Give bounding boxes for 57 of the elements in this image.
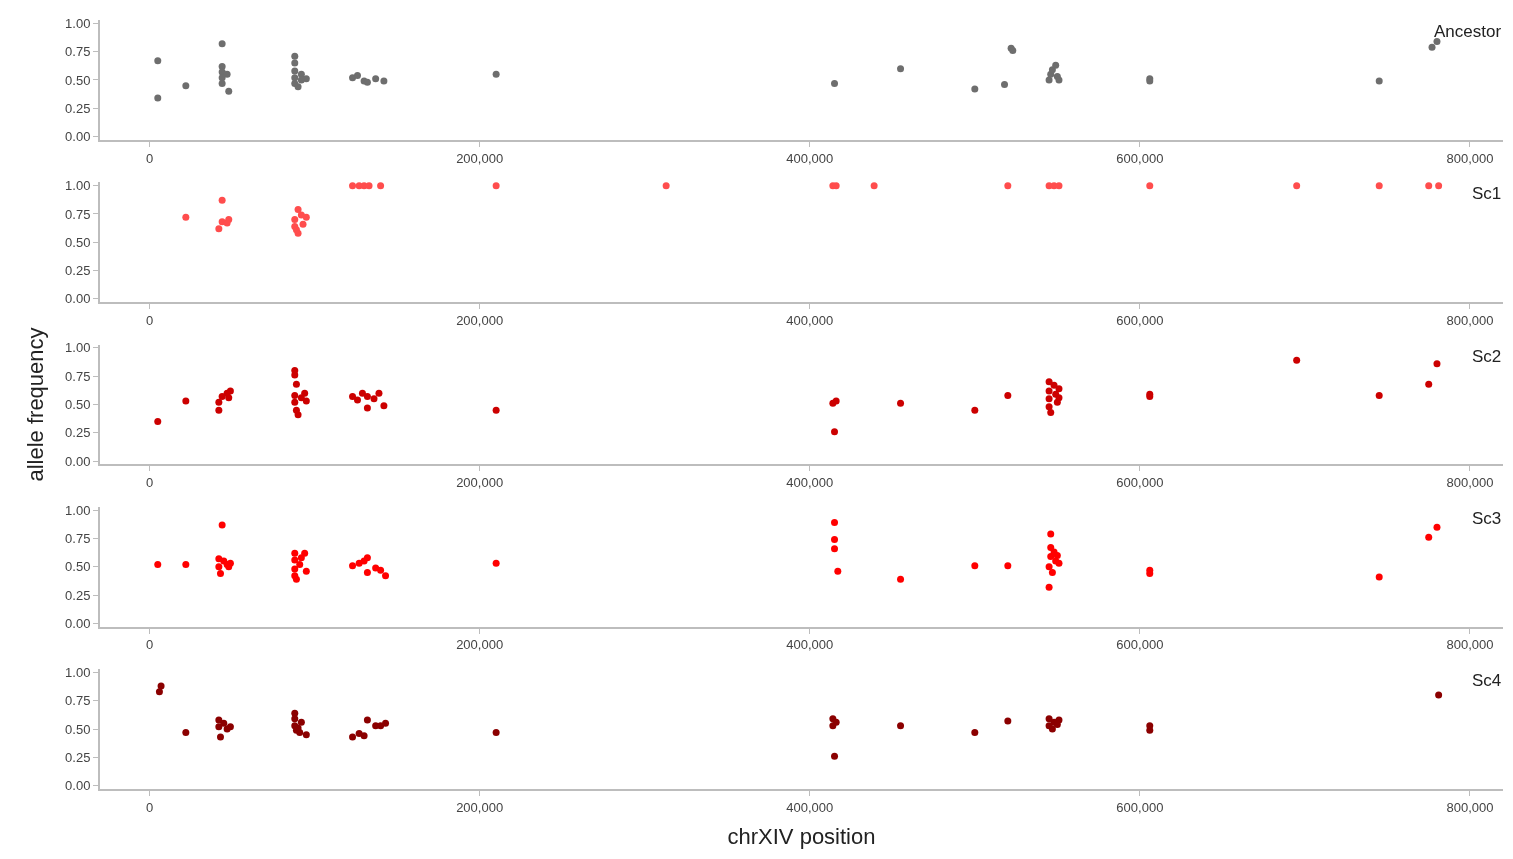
y-tick-label: 0.50 <box>65 234 91 250</box>
y-tick-label: 0.25 <box>65 587 91 603</box>
y-tick-label: 1.00 <box>65 664 91 680</box>
series-label: Sc4 <box>1472 671 1502 690</box>
series-label: Ancestor <box>1434 22 1502 41</box>
y-tick-label: 0.25 <box>65 263 91 279</box>
series-label: Sc1 <box>1472 184 1502 203</box>
y-tick-label: 1.00 <box>65 340 91 356</box>
y-tick-label: 0.50 <box>65 72 91 88</box>
y-tick-label: 0.75 <box>65 693 91 709</box>
series-label: Sc2 <box>1472 347 1502 366</box>
x-tick-label: 400,000 <box>786 312 834 328</box>
x-tick-label: 600,000 <box>1116 799 1164 815</box>
y-tick-label: 1.00 <box>65 502 91 518</box>
y-tick-label: 0.75 <box>65 368 91 384</box>
y-tick-label: 0.75 <box>65 206 91 222</box>
y-tick-label: 0.75 <box>65 531 91 547</box>
y-tick-label: 0.00 <box>65 453 91 469</box>
x-tick-label: 0 <box>145 799 154 815</box>
x-tick-label: 400,000 <box>786 637 834 653</box>
x-tick-label: 800,000 <box>1446 475 1494 491</box>
x-tick-label: 0 <box>145 312 154 328</box>
x-tick-label: 800,000 <box>1446 312 1494 328</box>
x-tick-label: 600,000 <box>1116 475 1164 491</box>
y-tick-label: 0.75 <box>65 44 91 60</box>
y-tick-label: 1.00 <box>65 178 91 194</box>
x-tick-label: 400,000 <box>786 799 834 815</box>
y-axis-title: allele frequency <box>23 327 49 482</box>
x-tick-label: 200,000 <box>456 312 504 328</box>
x-tick-label: 800,000 <box>1446 637 1494 653</box>
y-tick-label: 1.00 <box>65 15 91 31</box>
x-tick-label: 200,000 <box>456 799 504 815</box>
x-tick-label: 800,000 <box>1446 150 1494 166</box>
x-axis-title: chrXIV position <box>727 824 876 849</box>
x-tick-label: 0 <box>145 475 154 491</box>
x-tick-label: 800,000 <box>1446 799 1494 815</box>
x-tick-label: 0 <box>145 150 154 166</box>
y-tick-label: 0.00 <box>65 778 91 794</box>
x-tick-label: 0 <box>145 637 154 653</box>
y-tick-label: 0.00 <box>65 129 91 145</box>
x-tick-label: 600,000 <box>1116 312 1164 328</box>
y-tick-label: 0.50 <box>65 559 91 575</box>
y-tick-label: 0.25 <box>65 749 91 765</box>
x-tick-label: 600,000 <box>1116 637 1164 653</box>
x-tick-label: 200,000 <box>456 637 504 653</box>
series-label: Sc3 <box>1472 509 1502 528</box>
y-tick-label: 0.25 <box>65 100 91 116</box>
x-tick-label: 400,000 <box>786 150 834 166</box>
y-tick-label: 0.25 <box>65 425 91 441</box>
x-tick-label: 600,000 <box>1116 150 1164 166</box>
y-tick-label: 0.00 <box>65 615 91 631</box>
y-tick-label: 0.50 <box>65 721 91 737</box>
y-tick-label: 0.00 <box>65 291 91 307</box>
y-tick-label: 0.50 <box>65 397 91 413</box>
x-tick-label: 200,000 <box>456 475 504 491</box>
x-tick-label: 400,000 <box>786 475 834 491</box>
x-tick-label: 200,000 <box>456 150 504 166</box>
